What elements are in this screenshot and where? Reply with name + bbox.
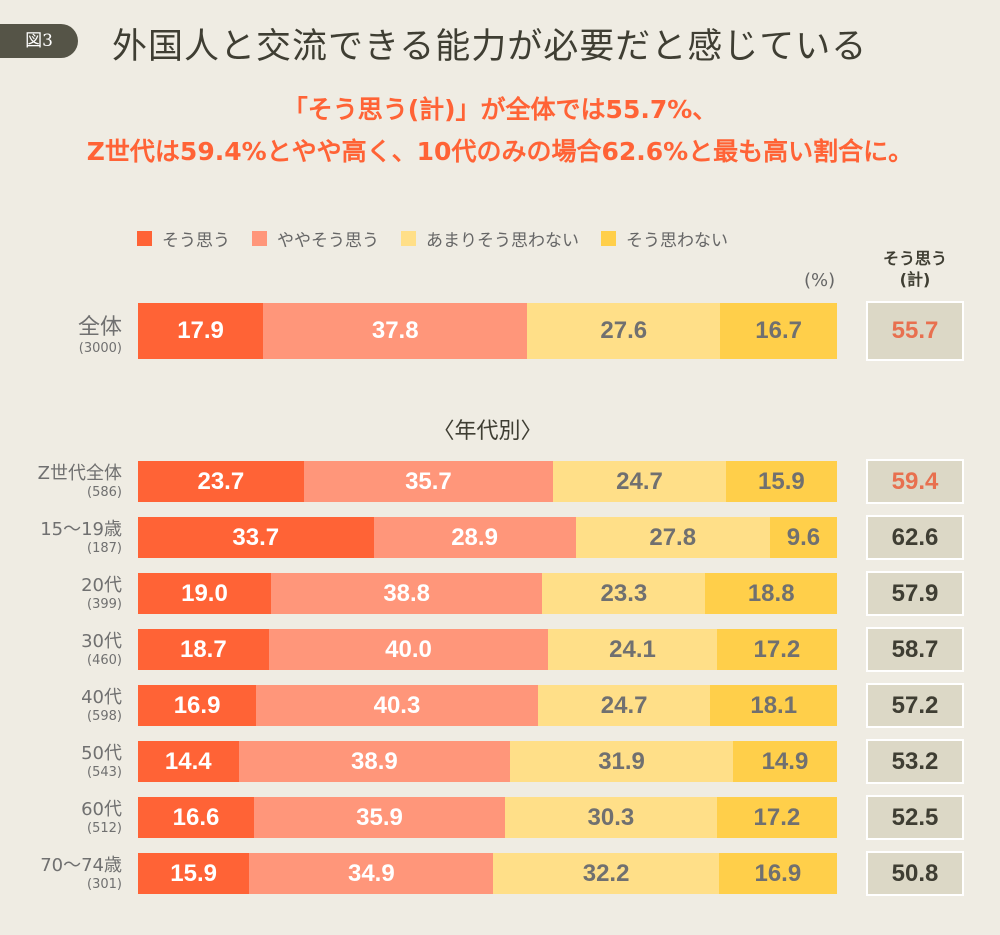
summary-value: 62.6 bbox=[866, 515, 964, 560]
bar-segment-1: 19.0 bbox=[138, 573, 271, 614]
subtitle-line1: 「そう思う(計)」が全体では55.7%、 bbox=[282, 95, 718, 124]
summary-value: 55.7 bbox=[866, 301, 964, 361]
row-label: 60代 (512) bbox=[0, 795, 122, 836]
summary-value: 57.9 bbox=[866, 571, 964, 616]
stacked-bar: 14.4 38.9 31.9 14.9 bbox=[138, 741, 837, 782]
stacked-bar: 18.7 40.0 24.1 17.2 bbox=[138, 629, 837, 670]
row-sample-size: (187) bbox=[87, 541, 122, 556]
legend-label: ややそう思う bbox=[277, 231, 379, 251]
legend: そう思う ややそう思う あまりそう思わない そう思わない bbox=[137, 226, 728, 251]
row-label: Z世代全体 (586) bbox=[0, 459, 122, 500]
bar-segment-2: 38.8 bbox=[270, 573, 543, 614]
chart-title: 外国人と交流できる能力が必要だと感じている bbox=[112, 27, 868, 67]
row-sample-size: (586) bbox=[87, 485, 122, 500]
bar-segment-1: 15.9 bbox=[138, 853, 250, 894]
summary-value: 59.4 bbox=[866, 459, 964, 504]
bar-segment-3: 30.3 bbox=[504, 797, 717, 838]
summary-value: 58.7 bbox=[866, 627, 964, 672]
section-label: 〈年代別〉 bbox=[432, 419, 543, 444]
row-label: 30代 (460) bbox=[0, 627, 122, 668]
row-sample-size: (598) bbox=[87, 709, 122, 724]
bar-segment-2: 28.9 bbox=[373, 517, 576, 558]
bar-segment-2: 37.8 bbox=[263, 303, 528, 359]
legend-item: そう思う bbox=[137, 226, 230, 251]
bar-segment-2: 40.0 bbox=[268, 629, 549, 670]
stacked-bar: 33.7 28.9 27.8 9.6 bbox=[138, 517, 837, 558]
summary-value: 52.5 bbox=[866, 795, 964, 840]
bar-segment-4: 9.6 bbox=[769, 517, 837, 558]
row-sample-size: (460) bbox=[87, 653, 122, 668]
bar-segment-3: 23.3 bbox=[542, 573, 706, 614]
bar-segment-3: 31.9 bbox=[510, 741, 733, 782]
bar-segment-1: 33.7 bbox=[138, 517, 374, 558]
bar-segment-2: 35.7 bbox=[303, 461, 554, 502]
stacked-bar: 17.9 37.8 27.6 16.7 bbox=[138, 303, 837, 359]
row-sample-size: (3000) bbox=[78, 341, 122, 356]
bar-segment-4: 16.7 bbox=[720, 303, 837, 359]
bar-segment-2: 38.9 bbox=[238, 741, 511, 782]
summary-header: そう思う (計) bbox=[882, 249, 947, 289]
stacked-bar: 15.9 34.9 32.2 16.9 bbox=[138, 853, 837, 894]
bar-segment-2: 35.9 bbox=[254, 797, 505, 838]
row-sample-size: (301) bbox=[87, 877, 122, 892]
bar-segment-1: 23.7 bbox=[138, 461, 304, 502]
stacked-bar: 16.9 40.3 24.7 18.1 bbox=[138, 685, 837, 726]
row-sample-size: (399) bbox=[87, 597, 122, 612]
legend-label: そう思わない bbox=[626, 231, 728, 251]
bar-segment-1: 18.7 bbox=[138, 629, 269, 670]
summary-value: 57.2 bbox=[866, 683, 964, 728]
bar-segment-4: 16.9 bbox=[718, 853, 837, 894]
bar-segment-3: 24.7 bbox=[553, 461, 726, 502]
bar-segment-3: 32.2 bbox=[493, 853, 719, 894]
subtitle-line2: Z世代は59.4%とやや高く、10代のみの場合62.6%と最も高い割合に。 bbox=[86, 137, 914, 166]
legend-label: そう思う bbox=[162, 231, 230, 251]
bar-segment-1: 16.6 bbox=[138, 797, 255, 838]
bar-segment-4: 17.2 bbox=[716, 797, 837, 838]
stacked-bar: 23.7 35.7 24.7 15.9 bbox=[138, 461, 837, 502]
summary-value: 53.2 bbox=[866, 739, 964, 784]
figure-badge: 図3 bbox=[0, 24, 78, 58]
unit-label: (%) bbox=[804, 270, 836, 291]
legend-item: そう思わない bbox=[601, 226, 728, 251]
bar-segment-1: 16.9 bbox=[138, 685, 257, 726]
bar-segment-3: 27.8 bbox=[575, 517, 770, 558]
bar-segment-1: 17.9 bbox=[138, 303, 264, 359]
legend-item: あまりそう思わない bbox=[401, 226, 579, 251]
row-label: 20代 (399) bbox=[0, 571, 122, 612]
row-sample-size: (512) bbox=[87, 821, 122, 836]
legend-swatch bbox=[601, 231, 616, 246]
bar-segment-4: 17.2 bbox=[716, 629, 837, 670]
stacked-bar: 16.6 35.9 30.3 17.2 bbox=[138, 797, 837, 838]
row-label: 50代 (543) bbox=[0, 739, 122, 780]
bar-segment-3: 24.7 bbox=[537, 685, 711, 726]
legend-swatch bbox=[401, 231, 416, 246]
legend-swatch bbox=[137, 231, 152, 246]
bar-segment-4: 18.8 bbox=[705, 573, 837, 614]
bar-segment-4: 18.1 bbox=[710, 685, 837, 726]
legend-label: あまりそう思わない bbox=[426, 231, 579, 251]
summary-value: 50.8 bbox=[866, 851, 964, 896]
row-label: 全体 (3000) bbox=[0, 309, 122, 356]
legend-swatch bbox=[252, 231, 267, 246]
row-label: 70〜74歳 (301) bbox=[0, 851, 122, 892]
row-label: 15〜19歳 (187) bbox=[0, 515, 122, 556]
bar-segment-3: 24.1 bbox=[548, 629, 717, 670]
row-sample-size: (543) bbox=[87, 765, 122, 780]
bar-segment-1: 14.4 bbox=[138, 741, 239, 782]
bar-segment-4: 14.9 bbox=[732, 741, 837, 782]
bar-segment-4: 15.9 bbox=[725, 461, 837, 502]
row-label: 40代 (598) bbox=[0, 683, 122, 724]
legend-item: ややそう思う bbox=[252, 226, 379, 251]
bar-segment-2: 34.9 bbox=[249, 853, 494, 894]
bar-segment-3: 27.6 bbox=[527, 303, 721, 359]
stacked-bar: 19.0 38.8 23.3 18.8 bbox=[138, 573, 837, 614]
bar-segment-2: 40.3 bbox=[256, 685, 538, 726]
